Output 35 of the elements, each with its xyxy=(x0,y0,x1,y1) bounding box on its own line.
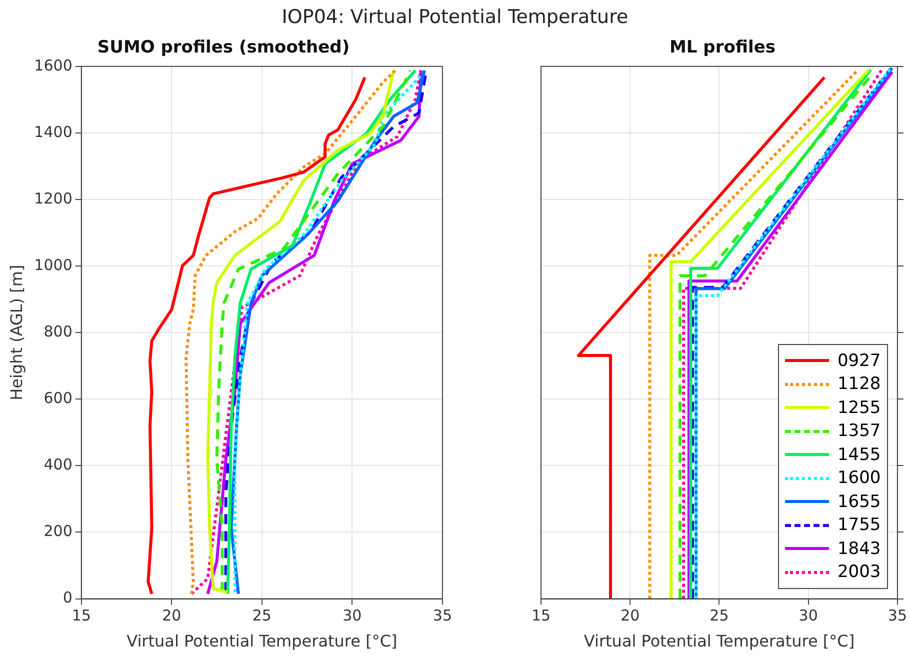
y-tick-label: 600 xyxy=(44,389,72,408)
text: IOP04: Virtual Potential Temperature xyxy=(280,6,630,28)
y-tick-label: 1200 xyxy=(34,189,72,208)
x-tick-label: 25 xyxy=(710,606,729,625)
x-tick-label: 35 xyxy=(432,606,452,625)
legend-label: 2003 xyxy=(837,562,881,582)
y-tick-label: 1000 xyxy=(34,256,72,274)
y-tick-label: 200 xyxy=(44,522,72,540)
legend-label: 1128 xyxy=(837,374,881,394)
chart-title: SUMO profiles (smoothed) xyxy=(97,38,350,58)
legend-label: 1255 xyxy=(837,398,881,418)
x-axis-title: Virtual Potential Temperature [°C] xyxy=(126,632,398,651)
y-tick-label: 800 xyxy=(44,322,72,340)
x-tick-label: 20 xyxy=(620,606,640,625)
y-tick-label: 1600 xyxy=(34,56,72,74)
y-tick-label: 400 xyxy=(44,456,72,474)
x-tick-label: 20 xyxy=(162,606,182,625)
x-tick-label: 30 xyxy=(798,606,818,625)
x-tick-label: 25 xyxy=(252,606,272,625)
legend-label: 1843 xyxy=(837,538,881,559)
legend-label: 1455 xyxy=(837,444,881,465)
x-tick-label: 35 xyxy=(888,606,908,625)
y-axis-title: Height (AGL) [m] xyxy=(6,264,26,400)
x-tick-label: 15 xyxy=(72,606,91,625)
x-tick-label: 15 xyxy=(531,606,551,625)
y-tick-label: 1400 xyxy=(34,122,72,141)
legend-label: 1655 xyxy=(837,492,881,512)
x-axis-title: Virtual Potential Temperature [°C] xyxy=(584,632,855,651)
legend-label: 0927 xyxy=(837,350,881,371)
legend-label: 1600 xyxy=(837,468,881,488)
legend-label: 1755 xyxy=(837,515,881,536)
y-tick-label: 0 xyxy=(62,588,72,607)
x-tick-label: 30 xyxy=(342,606,362,625)
legend-label: 1357 xyxy=(837,421,881,442)
chart-title: ML profiles xyxy=(670,38,776,58)
